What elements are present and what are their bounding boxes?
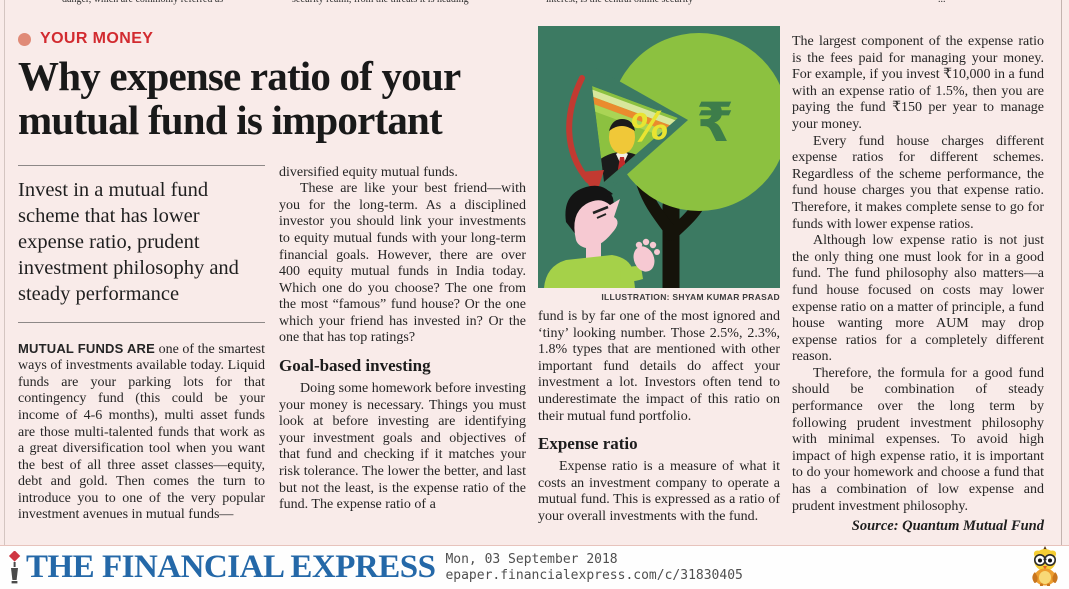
subheading-expense-ratio: Expense ratio — [538, 434, 638, 454]
cropped-text-fragment: interest, is the central online security — [546, 0, 693, 5]
column-1: Invest in a mutual fund scheme that has … — [18, 164, 265, 525]
clip-url-link[interactable]: epaper.financialexpress.com/c/31830405 — [445, 567, 743, 583]
column-2: diversified equity mutual funds. These a… — [279, 165, 526, 525]
headline-and-first-columns: YOUR MONEY Why expense ratio of your mut… — [18, 22, 526, 545]
illustration: ₹ — [538, 26, 788, 297]
cropped-text-fragment: security realm, from the threats it is h… — [292, 0, 469, 5]
clip-meta: Mon, 03 September 2018 epaper.financiale… — [445, 552, 742, 584]
section-kicker: YOUR MONEY — [18, 30, 526, 48]
body-paragraph: MUTUAL FUNDS ARE one of the smartest way… — [18, 341, 265, 525]
rupee-symbol: ₹ — [696, 91, 734, 154]
kicker-label: YOUR MONEY — [40, 30, 154, 47]
body-paragraph: diversified equity mutual funds. — [279, 164, 458, 180]
page-edge-left — [4, 0, 5, 545]
body-paragraph: Although low expense ratio is not just t… — [792, 233, 1044, 365]
cropped-text-fragment: ... — [938, 0, 946, 5]
illustration-credit: ILLUSTRATION: SHYAM KUMAR PRASAD — [601, 292, 780, 302]
percent-symbol: % — [628, 103, 670, 151]
body-paragraph: Therefore, the formula for a good fund s… — [792, 365, 1044, 514]
kicker-dot-icon — [18, 32, 31, 46]
page-edge-right — [1061, 0, 1062, 545]
column-3: ₹ — [538, 22, 788, 545]
body-text: one of the smartest ways of investments … — [18, 341, 265, 523]
standfirst: Invest in a mutual fund scheme that has … — [18, 164, 265, 323]
body-paragraph: Doing some homework before investing you… — [279, 381, 526, 513]
cropped-text-fragment: danger, which are commonly referred as — [62, 0, 223, 5]
column-4: The largest component of the expense rat… — [792, 22, 1044, 545]
body-paragraph: fund is by far one of the most ignored a… — [538, 309, 780, 424]
investor-figure — [544, 185, 660, 288]
article-headline: Why expense ratio of your mutual fund is… — [18, 53, 460, 144]
epaper-footer: THE FINANCIAL EXPRESS Mon, 03 September … — [0, 545, 1069, 589]
owl-mascot-icon — [1026, 546, 1064, 587]
lead-in-text: MUTUAL FUNDS ARE — [18, 340, 155, 356]
columns-1-2: Invest in a mutual fund scheme that has … — [18, 164, 526, 525]
source-credit: Source: Quantum Mutual Fund — [851, 518, 1044, 535]
pie-tree-crown — [610, 33, 788, 211]
body-paragraph: Every fund house charges different expen… — [792, 133, 1044, 232]
cropped-articles-strip: danger, which are commonly referred as s… — [0, 0, 1069, 8]
masthead-title: THE FINANCIAL EXPRESS — [26, 549, 436, 585]
article: YOUR MONEY Why expense ratio of your mut… — [0, 8, 1069, 545]
body-paragraph: The largest component of the expense rat… — [792, 34, 1044, 132]
body-paragraph: Expense ratio is a measure of what it co… — [538, 459, 780, 524]
subheading-goal-based-investing: Goal-based investing — [279, 356, 431, 376]
clip-date: Mon, 03 September 2018 — [445, 551, 618, 567]
body-paragraph: These are like your best friend—with you… — [279, 181, 526, 346]
masthead-emblem-icon — [8, 549, 21, 585]
